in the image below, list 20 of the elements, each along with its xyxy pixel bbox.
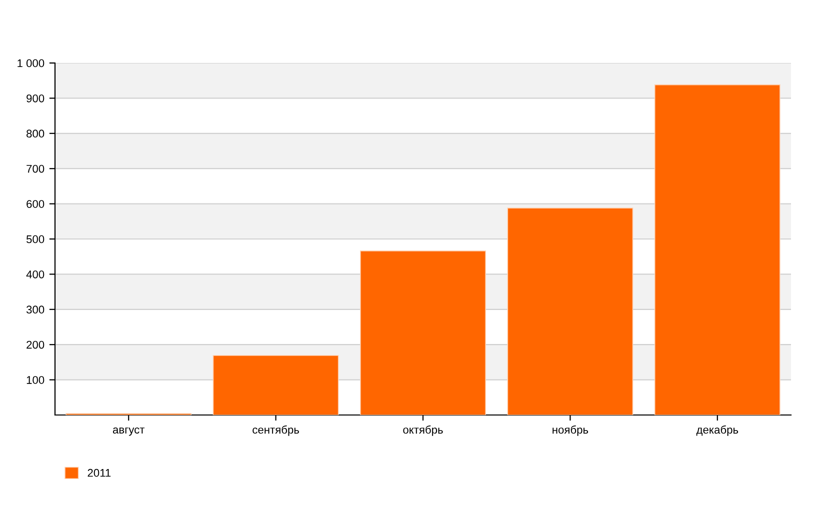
x-tick-label: ноябрь [552,425,588,436]
y-tick-label: 100 [26,376,44,384]
y-tick-label: 500 [26,235,44,244]
bar [654,84,780,415]
bar [507,208,634,415]
y-tick-label: 400 [26,270,44,278]
bar [360,250,486,415]
legend-label: 2011 [88,468,111,477]
y-tick-label: 900 [26,94,44,102]
y-tick-label: 700 [26,164,44,173]
y-tick-label: 600 [26,200,44,208]
y-tick-label: 1 000 [18,59,44,68]
x-tick-label: декабрь [696,425,738,436]
y-tick-label: 800 [26,130,44,138]
y-tick-label: 300 [26,306,44,314]
bar [212,355,339,415]
x-tick-label: сентябрь [252,425,299,436]
x-tick-label: октябрь [403,425,443,436]
y-tick-label: 200 [26,340,44,349]
x-tick-label: август [112,427,145,436]
